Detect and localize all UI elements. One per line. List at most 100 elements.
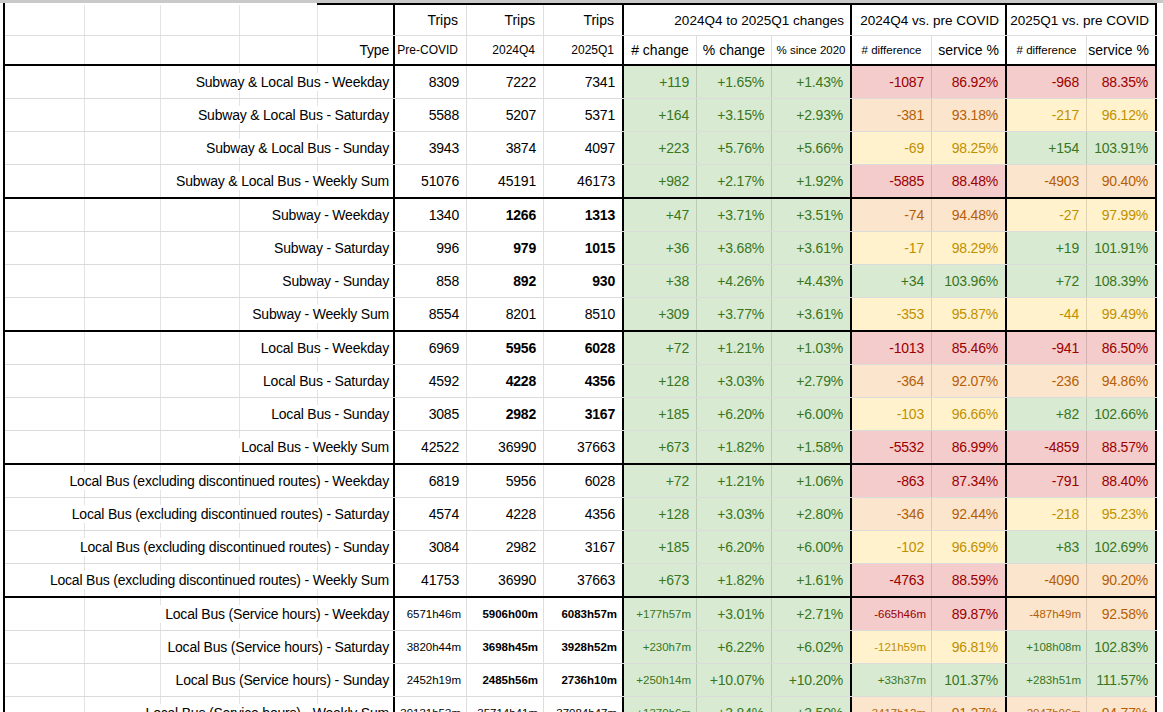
cell-q1-service-pct[interactable]: 90.40% (1087, 165, 1157, 197)
cell-pct-change[interactable]: +3.68% (697, 232, 772, 264)
cell-pct-change[interactable]: +3.03% (697, 498, 772, 530)
cell-row-label[interactable]: Local Bus - Weekday (5, 332, 395, 364)
cell-trips-2024q4[interactable]: 8201 (467, 298, 544, 330)
cell-trips-2024q4[interactable]: 979 (467, 232, 544, 264)
cell-q1-num-difference[interactable]: -791 (1007, 465, 1087, 497)
cell-pct-change[interactable]: +3.77% (697, 298, 772, 330)
cell-num-change[interactable]: +309 (624, 298, 697, 330)
cell-q1-service-pct[interactable]: 96.12% (1087, 99, 1157, 131)
cell-pct-since-2020[interactable]: +2.79% (772, 365, 852, 397)
cell-pct-since-2020[interactable]: +2.71% (772, 598, 852, 630)
cell-num-change[interactable]: +1370h6m (624, 697, 697, 712)
cell-trips-pre-covid[interactable]: 3084 (395, 531, 467, 563)
col-header-q1-service-pct[interactable]: service % (1087, 36, 1157, 64)
cell-num-change[interactable]: +250h14m (624, 664, 697, 696)
cell-q4-num-difference[interactable]: -353 (852, 298, 932, 330)
cell-q1-service-pct[interactable]: 88.40% (1087, 465, 1157, 497)
cell-trips-2025q1[interactable]: 4356 (544, 498, 624, 530)
cell-q4-service-pct[interactable]: 86.92% (932, 66, 1007, 98)
cell-q4-num-difference[interactable]: +34 (852, 265, 932, 297)
cell-q4-service-pct[interactable]: 85.46% (932, 332, 1007, 364)
cell-trips-2025q1[interactable]: 37663 (544, 564, 624, 596)
cell-trips-pre-covid[interactable]: 3820h44m (395, 631, 467, 663)
cell-trips-pre-covid[interactable]: 42522 (395, 431, 467, 463)
cell-trips-2025q1[interactable]: 1015 (544, 232, 624, 264)
col-group-header-q1-vs-precovid[interactable]: 2025Q1 vs. pre COVID (1007, 5, 1157, 35)
cell-trips-2025q1[interactable]: 37084h47m (544, 697, 624, 712)
cell-pct-change[interactable]: +6.22% (697, 631, 772, 663)
cell-pct-change[interactable]: +5.76% (697, 132, 772, 164)
cell-q4-num-difference[interactable]: -103 (852, 398, 932, 430)
cell-pct-since-2020[interactable]: +3.61% (772, 232, 852, 264)
cell-trips-2024q4[interactable]: 2485h56m (467, 664, 544, 696)
cell-trips-2025q1[interactable]: 3167 (544, 531, 624, 563)
cell-row-label[interactable]: Local Bus (Service hours) - Saturday (5, 631, 395, 663)
cell-row-label[interactable]: Local Bus (excluding discontinued routes… (5, 564, 395, 596)
col-group-header-changes[interactable]: 2024Q4 to 2025Q1 changes (624, 5, 852, 35)
cell-q4-service-pct[interactable]: 94.48% (932, 199, 1007, 231)
cell-q1-service-pct[interactable]: 86.50% (1087, 332, 1157, 364)
cell-q1-num-difference[interactable]: +108h08m (1007, 631, 1087, 663)
cell-trips-pre-covid[interactable]: 5588 (395, 99, 467, 131)
cell-q1-num-difference[interactable]: +83 (1007, 531, 1087, 563)
cell-q4-service-pct[interactable]: 98.25% (932, 132, 1007, 164)
cell-pct-change[interactable]: +3.15% (697, 99, 772, 131)
cell-trips-2025q1[interactable]: 6083h57m (544, 598, 624, 630)
cell-num-change[interactable]: +164 (624, 99, 697, 131)
cell-trips-2024q4[interactable]: 4228 (467, 365, 544, 397)
cell-pct-change[interactable]: +4.26% (697, 265, 772, 297)
cell-row-label[interactable]: Local Bus (excluding discontinued routes… (5, 465, 395, 497)
cell-q4-num-difference[interactable]: -74 (852, 199, 932, 231)
cell-q4-service-pct[interactable]: 101.37% (932, 664, 1007, 696)
cell-q4-service-pct[interactable]: 88.48% (932, 165, 1007, 197)
cell-row-label[interactable]: Subway - Sunday (5, 265, 395, 297)
cell-trips-2024q4[interactable]: 892 (467, 265, 544, 297)
cell-q4-num-difference[interactable]: -69 (852, 132, 932, 164)
cell-row-label[interactable]: Local Bus (excluding discontinued routes… (5, 531, 395, 563)
cell-trips-pre-covid[interactable]: 8309 (395, 66, 467, 98)
cell-q1-num-difference[interactable]: -941 (1007, 332, 1087, 364)
cell-trips-2025q1[interactable]: 930 (544, 265, 624, 297)
col-header-q4-num-difference[interactable]: # difference (852, 36, 932, 64)
cell-pct-since-2020[interactable]: +1.03% (772, 332, 852, 364)
cell-q1-num-difference[interactable]: -487h49m (1007, 598, 1087, 630)
cell-q4-num-difference[interactable]: -4763 (852, 564, 932, 596)
cell-q1-num-difference[interactable]: -2047h06m (1007, 697, 1087, 712)
cell-q1-num-difference[interactable]: -27 (1007, 199, 1087, 231)
cell-trips-2025q1[interactable]: 6028 (544, 332, 624, 364)
cell-trips-2024q4[interactable]: 36990 (467, 564, 544, 596)
cell-row-label[interactable]: Subway & Local Bus - Weekly Sum (5, 165, 395, 197)
cell-q4-service-pct[interactable]: 96.81% (932, 631, 1007, 663)
cell-num-change[interactable]: +673 (624, 431, 697, 463)
cell-trips-pre-covid[interactable]: 4574 (395, 498, 467, 530)
cell-trips-pre-covid[interactable]: 1340 (395, 199, 467, 231)
cell-trips-2025q1[interactable]: 6028 (544, 465, 624, 497)
cell-row-label[interactable]: Local Bus (Service hours) - Weekly Sum (5, 697, 395, 712)
cell-num-change[interactable]: +36 (624, 232, 697, 264)
cell-q1-service-pct[interactable]: 94.86% (1087, 365, 1157, 397)
cell-q4-service-pct[interactable]: 88.59% (932, 564, 1007, 596)
cell-trips-2024q4[interactable]: 5207 (467, 99, 544, 131)
cell-trips-2024q4[interactable]: 35714h41m (467, 697, 544, 712)
cell-pct-change[interactable]: +1.21% (697, 465, 772, 497)
cell-pct-since-2020[interactable]: +10.20% (772, 664, 852, 696)
cell-trips-2024q4[interactable]: 2982 (467, 531, 544, 563)
col-header-pre-covid[interactable]: Pre-COVID (395, 36, 467, 64)
cell-pct-since-2020[interactable]: +3.51% (772, 199, 852, 231)
empty-grid-cells[interactable] (5, 5, 395, 35)
cell-row-label[interactable]: Subway & Local Bus - Sunday (5, 132, 395, 164)
cell-trips-2025q1[interactable]: 4097 (544, 132, 624, 164)
cell-q1-num-difference[interactable]: -4859 (1007, 431, 1087, 463)
cell-pct-change[interactable]: +1.82% (697, 564, 772, 596)
cell-q4-num-difference[interactable]: -1013 (852, 332, 932, 364)
cell-trips-2024q4[interactable]: 36990 (467, 431, 544, 463)
cell-q1-service-pct[interactable]: 94.77% (1087, 697, 1157, 712)
cell-q1-service-pct[interactable]: 111.57% (1087, 664, 1157, 696)
cell-trips-2024q4[interactable]: 2982 (467, 398, 544, 430)
cell-q1-num-difference[interactable]: -236 (1007, 365, 1087, 397)
cell-q1-service-pct[interactable]: 97.99% (1087, 199, 1157, 231)
cell-pct-since-2020[interactable]: +1.61% (772, 564, 852, 596)
col-header-num-change[interactable]: # change (624, 36, 697, 64)
cell-q1-service-pct[interactable]: 88.35% (1087, 66, 1157, 98)
cell-q1-num-difference[interactable]: -968 (1007, 66, 1087, 98)
